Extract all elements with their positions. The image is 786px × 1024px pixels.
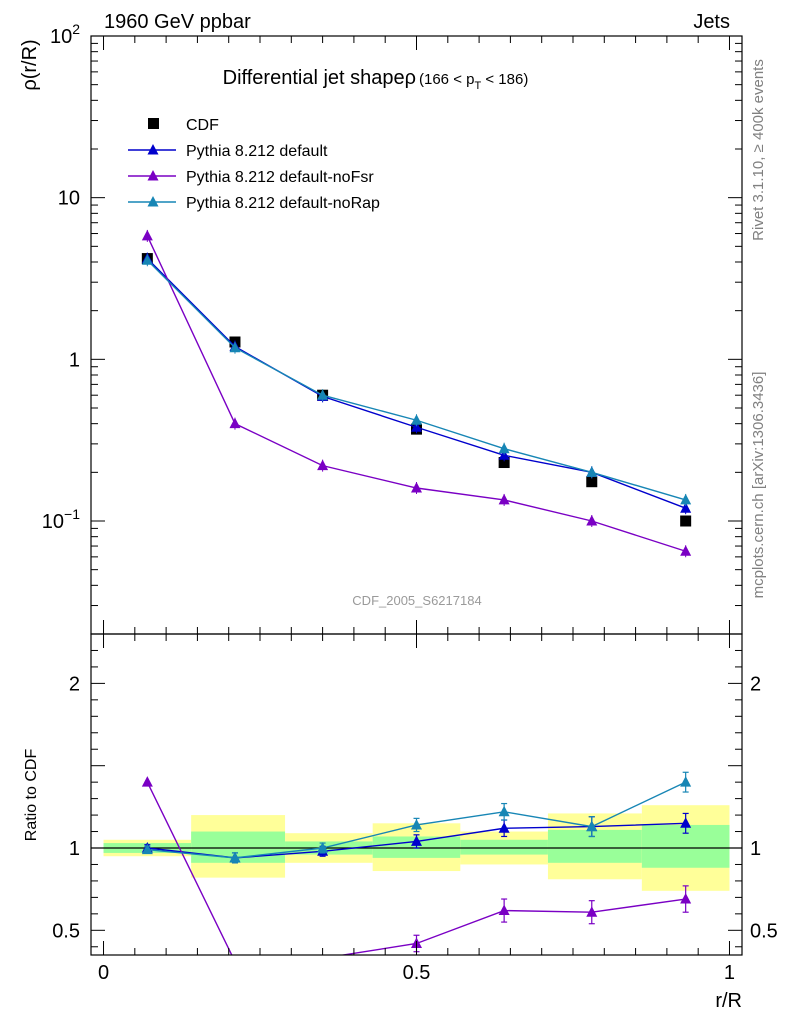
ratio-2-point-0 <box>141 843 153 855</box>
ratio-2-point-1 <box>229 851 241 863</box>
watermark: CDF_2005_S6217184 <box>352 593 481 608</box>
ratio-2-point-2 <box>317 842 329 853</box>
main-ytick-label-3: 10−1 <box>42 506 80 533</box>
ratio-ytick-label-left-1: 1 <box>69 838 80 860</box>
ratio-band-1sigma-4 <box>460 839 548 855</box>
ratio-ytick-label-left-2: 2 <box>69 673 80 695</box>
ratio-2-point-6 <box>680 776 692 787</box>
ratio-band-1sigma-5 <box>547 829 642 863</box>
series-3-point-6 <box>680 493 692 505</box>
ratio-xtick-label-0: 0 <box>98 962 109 984</box>
main-series-group <box>141 229 692 558</box>
source-label: mcplots.cern.ch [arXiv:1306.3436] <box>750 372 767 599</box>
series-3-point-1 <box>229 341 241 353</box>
series-2-point-0 <box>141 229 153 241</box>
series-1-point-6 <box>680 502 692 513</box>
main-ytick-exp-0: 2 <box>72 21 80 37</box>
series-2-point-2 <box>317 459 329 471</box>
ratio-1-point-6 <box>680 893 692 904</box>
ratio-xtick-label-1: 0.5 <box>403 962 431 984</box>
series-2-point-1 <box>229 417 241 429</box>
main-title: Differential jet shapeρ <box>223 67 416 89</box>
series-3-point-0 <box>141 254 153 265</box>
legend-marker-2 <box>147 170 159 181</box>
main-title-sub: T <box>474 80 481 92</box>
series-3-point-2 <box>317 389 329 400</box>
ratio-1-point-4 <box>498 904 510 916</box>
header-left: 1960 GeV ppbar <box>104 11 251 33</box>
ratio-ylabel: Ratio to CDF <box>23 749 40 842</box>
series-2-point-5 <box>586 514 598 526</box>
ratio-ytick-label-left-0: 0.5 <box>52 920 80 942</box>
series-3-point-3 <box>411 414 422 425</box>
ratio-1-point-5 <box>586 906 598 917</box>
legend-label-2: Pythia 8.212 default-noFsr <box>186 169 374 186</box>
series-2-point-6 <box>680 545 692 556</box>
header-right: Jets <box>693 11 730 33</box>
ratio-xtick-label-2: 1 <box>724 962 735 984</box>
ratio-2-point-3 <box>411 818 422 830</box>
legend-marker-1 <box>147 144 159 155</box>
ratio-band-group <box>91 805 742 891</box>
series-line-2 <box>146 235 686 552</box>
main-title-suffix-a: (166 < p <box>419 71 474 88</box>
ratio-2-point-4 <box>498 805 510 817</box>
cdf-point-6 <box>680 515 692 527</box>
legend-label-0: CDF <box>186 117 219 134</box>
cdf-point-4 <box>498 457 510 469</box>
x-axis-label: r/R <box>715 990 742 1012</box>
ratio-0-point-3 <box>411 835 422 846</box>
main-title-suffix-b: < 186) <box>481 71 528 88</box>
legend-marker-0 <box>148 118 159 129</box>
series-2-point-3 <box>411 482 422 493</box>
main-ytick-base-3: 10 <box>42 511 64 533</box>
legend-label-3: Pythia 8.212 default-noRap <box>186 195 380 212</box>
main-ytick-exp-3: −1 <box>64 506 80 522</box>
main-ytick-base-0: 10 <box>50 26 72 48</box>
ratio-ytick-label-right-2: 2 <box>750 673 761 695</box>
main-ytick-base-1: 10 <box>58 188 80 210</box>
ratio-ytick-label-right-0: 0.5 <box>750 920 778 942</box>
main-ytick-base-2: 1 <box>69 349 80 371</box>
series-3-point-4 <box>498 442 510 454</box>
cdf-point-5 <box>586 476 598 488</box>
ratio-frame <box>90 633 743 956</box>
ratio-ytick-label-right-1: 1 <box>750 838 761 860</box>
series-3-point-5 <box>586 466 598 477</box>
ratio-0-point-4 <box>498 822 510 833</box>
ratio-1-point-0 <box>141 776 153 787</box>
series-1-point-3 <box>411 421 422 432</box>
ratio-2-point-5 <box>586 820 598 832</box>
ratio-series-group <box>141 771 692 955</box>
main-title-suffix: (166 < pT < 186) <box>419 71 528 92</box>
main-ytick-label-2: 1 <box>69 349 80 371</box>
ratio-0-point-6 <box>680 817 692 828</box>
series-line-3 <box>146 259 686 501</box>
main-ylabel: ρ(r/R) <box>19 39 41 90</box>
legend: CDF Pythia 8.212 default Pythia 8.212 defa… <box>128 117 380 212</box>
series-2-point-4 <box>498 493 510 505</box>
main-ytick-label-0: 102 <box>50 21 80 48</box>
main-ytick-label-1: 10 <box>58 188 80 210</box>
series-line-1 <box>146 258 686 509</box>
legend-label-1: Pythia 8.212 default <box>186 143 328 160</box>
rivet-label: Rivet 3.1.10, ≥ 400k events <box>750 59 767 241</box>
legend-marker-3 <box>147 196 159 207</box>
